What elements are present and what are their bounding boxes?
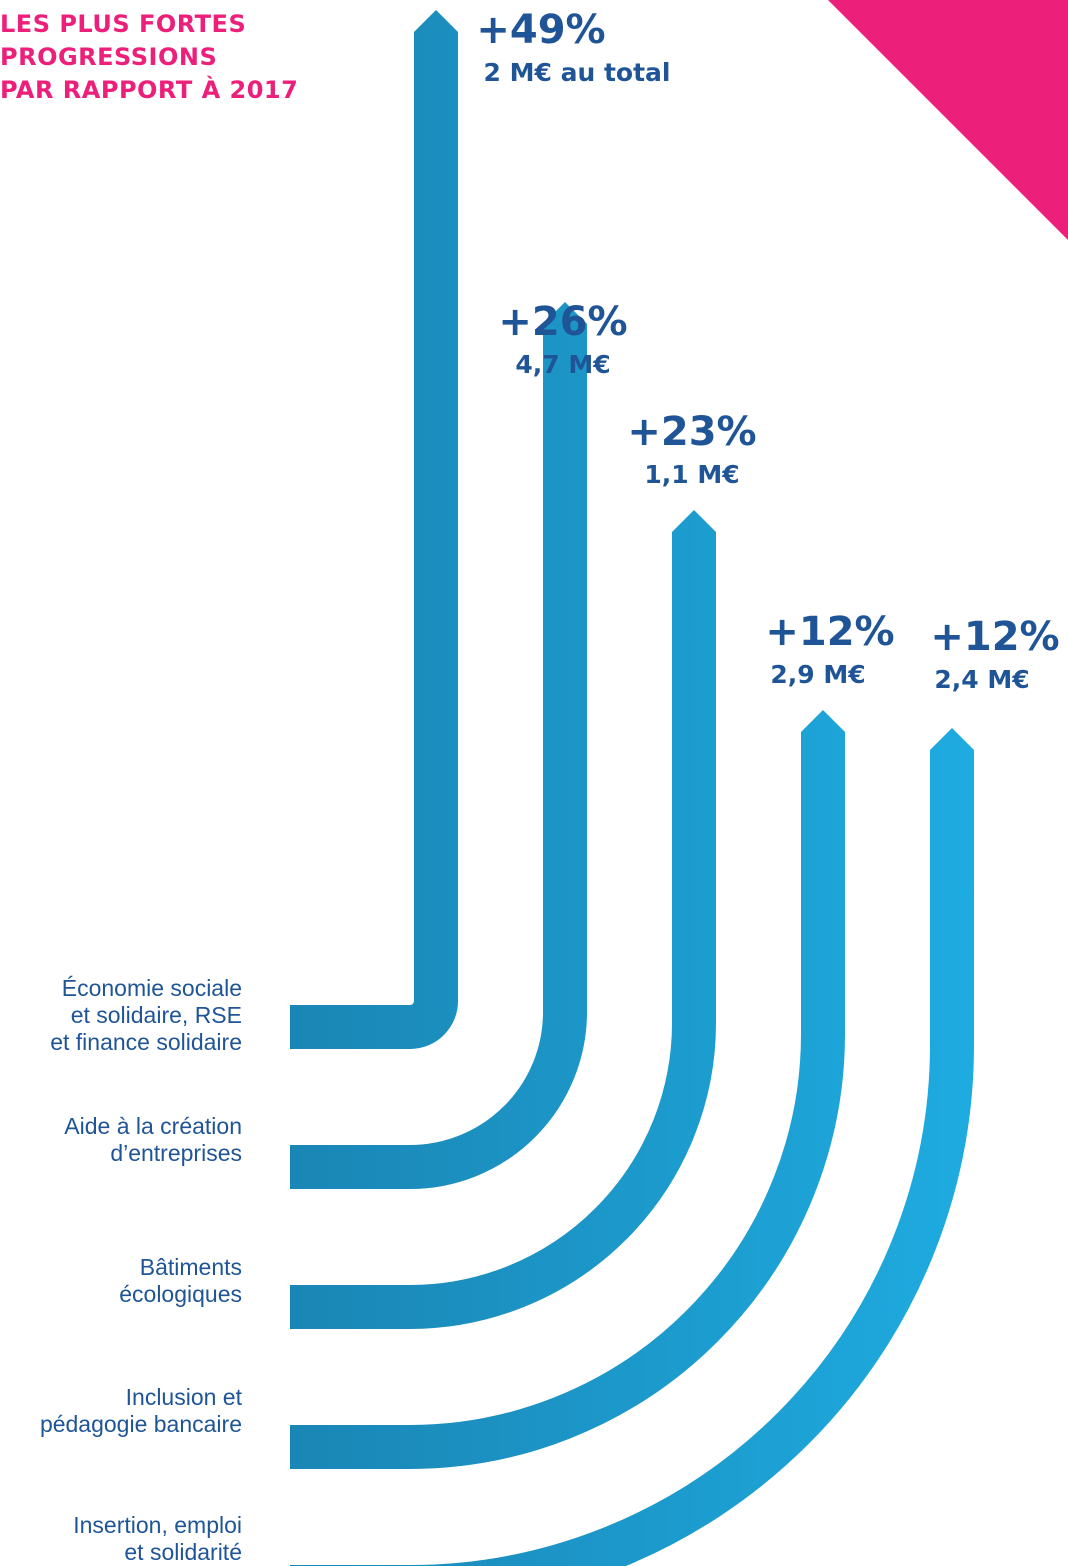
category-label: Insertion, emploi et solidarité	[73, 1512, 242, 1566]
category-label-line: Insertion, emploi	[73, 1512, 242, 1538]
value-label: +12%	[765, 609, 895, 655]
bar-arrow	[290, 10, 458, 1049]
bars-group	[290, 10, 974, 1566]
amount-label: 2,4 M€	[934, 665, 1030, 694]
corner-triangle	[828, 0, 1068, 240]
bar-arrow	[290, 302, 587, 1189]
category-label-line: Bâtiments	[139, 1254, 242, 1280]
amount-label: 2 M€ au total	[483, 58, 671, 87]
amount-label: 1,1 M€	[644, 460, 740, 489]
value-label: +26%	[498, 299, 628, 345]
category-label-line: et finance solidaire	[50, 1029, 242, 1055]
category-label-line: et solidarité	[124, 1539, 242, 1565]
category-label-line: Inclusion et	[125, 1384, 242, 1410]
chart-title-line: LES PLUS FORTES	[0, 10, 247, 38]
bar-arrow	[290, 710, 845, 1469]
category-label: Aide à la création d’entreprises	[64, 1113, 242, 1167]
amount-label: 4,7 M€	[515, 350, 611, 379]
amount-label: 2,9 M€	[770, 660, 866, 689]
bar-arrow	[290, 728, 974, 1566]
category-label: Économie sociale et solidaire, RSE et fina…	[50, 975, 242, 1056]
chart-title-line: PROGRESSIONS	[0, 43, 218, 71]
chart-title-line: PAR RAPPORT À 2017	[0, 76, 299, 104]
category-label-line: et solidaire, RSE	[70, 1002, 242, 1028]
category-label-line: écologiques	[119, 1281, 242, 1307]
category-label-line: pédagogie bancaire	[39, 1411, 242, 1437]
category-label: Bâtiments écologiques	[119, 1254, 242, 1308]
chart-title: LES PLUS FORTES PROGRESSIONS PAR RAPPORT…	[0, 8, 298, 107]
category-label-line: d’entreprises	[110, 1140, 242, 1166]
category-label-line: Économie sociale	[61, 975, 242, 1001]
value-label: +49%	[476, 7, 606, 53]
category-label-line: Aide à la création	[64, 1113, 242, 1139]
value-label: +23%	[627, 409, 757, 455]
category-label: Inclusion et pédagogie bancaire	[40, 1384, 242, 1438]
bar-arrow	[290, 510, 716, 1329]
value-label: +12%	[930, 614, 1060, 660]
